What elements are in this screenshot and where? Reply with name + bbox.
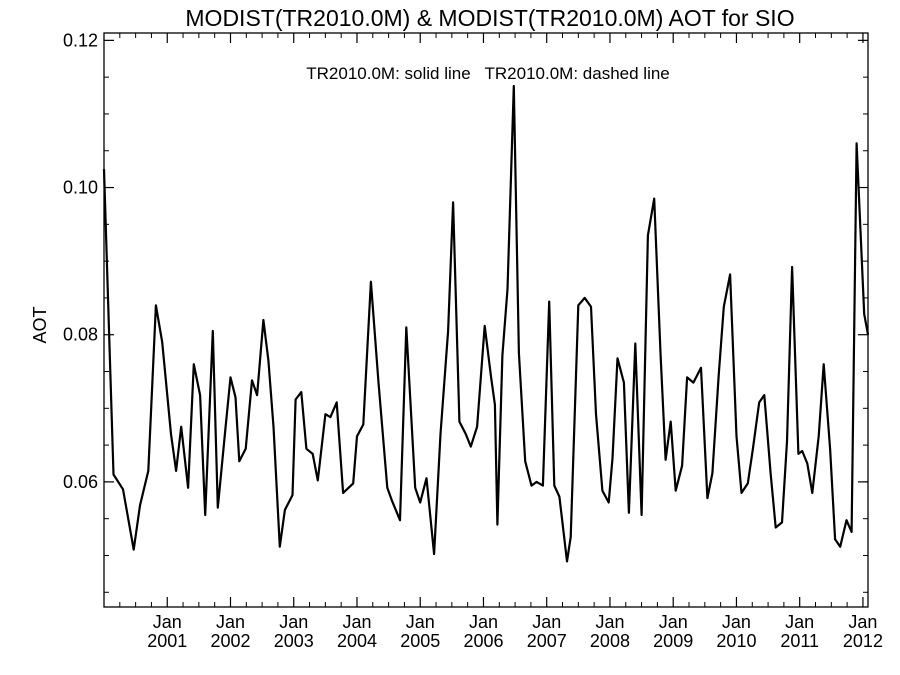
series-line-0: [102, 84, 870, 563]
x-tick-year-label: 2002: [210, 631, 250, 651]
x-tick-month-label: Jan: [406, 612, 435, 632]
x-tick-month-label: Jan: [279, 612, 308, 632]
x-tick-year-label: 2001: [147, 631, 187, 651]
x-tick-month-label: Jan: [659, 612, 688, 632]
x-tick-year-label: 2005: [400, 631, 440, 651]
axis-ticks: 0.060.080.100.12Jan2001Jan2002Jan2003Jan…: [63, 30, 883, 651]
x-tick-month-label: Jan: [216, 612, 245, 632]
x-tick-month-label: Jan: [785, 612, 814, 632]
x-tick-month-label: Jan: [153, 612, 182, 632]
series-layer: [102, 84, 870, 563]
x-tick-year-label: 2009: [653, 631, 693, 651]
x-tick-month-label: Jan: [722, 612, 751, 632]
y-tick-label: 0.10: [63, 178, 98, 198]
x-tick-month-label: Jan: [848, 612, 877, 632]
x-tick-year-label: 2003: [274, 631, 314, 651]
x-tick-year-label: 2007: [527, 631, 567, 651]
chart-annotation: TR2010.0M: solid line TR2010.0M: dashed …: [306, 64, 670, 83]
x-tick-year-label: 2012: [843, 631, 883, 651]
x-tick-year-label: 2010: [716, 631, 756, 651]
x-tick-month-label: Jan: [532, 612, 561, 632]
x-tick-month-label: Jan: [342, 612, 371, 632]
x-tick-month-label: Jan: [595, 612, 624, 632]
y-tick-label: 0.08: [63, 325, 98, 345]
chart-title: MODIST(TR2010.0M) & MODIST(TR2010.0M) AO…: [185, 5, 794, 31]
x-tick-year-label: 2008: [590, 631, 630, 651]
x-tick-year-label: 2004: [337, 631, 377, 651]
y-tick-label: 0.12: [63, 30, 98, 50]
y-axis-label: AOT: [30, 306, 50, 343]
plot-frame: [103, 32, 869, 608]
x-tick-year-label: 2006: [463, 631, 503, 651]
x-tick-year-label: 2011: [780, 631, 819, 651]
x-tick-month-label: Jan: [469, 612, 498, 632]
y-tick-label: 0.06: [63, 472, 98, 492]
